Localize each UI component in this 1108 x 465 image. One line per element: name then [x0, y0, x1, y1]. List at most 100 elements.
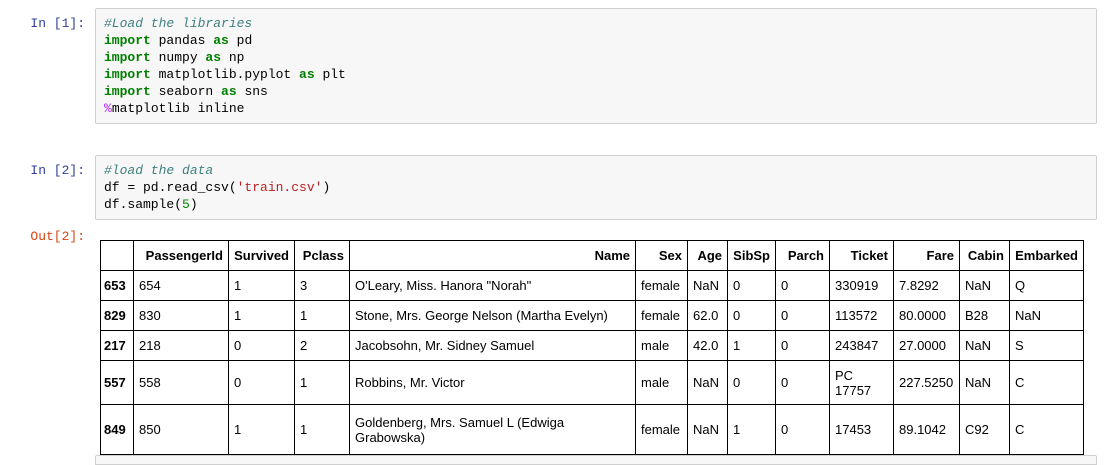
- column-header: Name: [349, 240, 636, 271]
- table-cell: 243847: [829, 330, 894, 361]
- code-token: df.sample(: [104, 197, 183, 212]
- table-cell: 654: [133, 270, 229, 301]
- code-token: import: [104, 84, 151, 99]
- table-cell: 0: [775, 404, 830, 455]
- table-cell: 0: [727, 270, 776, 301]
- table-cell: 558: [133, 360, 229, 405]
- code-token: matplotlib inline: [111, 101, 245, 116]
- table-cell: NaN: [687, 270, 728, 301]
- table-cell: O'Leary, Miss. Hanora "Norah": [349, 270, 636, 301]
- code-token: import: [104, 67, 151, 82]
- table-cell: male: [635, 360, 688, 405]
- column-header: Age: [687, 240, 728, 271]
- code-token: numpy: [150, 50, 206, 65]
- code-line: import pandas as pd: [104, 32, 1088, 49]
- table-cell: Jacobsohn, Mr. Sidney Samuel: [349, 330, 636, 361]
- code-line: df = pd.read_csv('train.csv'): [104, 179, 1088, 196]
- table-cell: 0: [228, 330, 295, 361]
- notebook: In [1]: #Load the libraries import pandas…: [0, 8, 1108, 465]
- next-cell-edge: [95, 455, 1097, 465]
- table-cell: NaN: [687, 360, 728, 405]
- column-header: Fare: [893, 240, 960, 271]
- output-prompt: Out[2]:: [30, 229, 85, 244]
- table-cell: B28: [959, 300, 1010, 331]
- row-index: 217: [100, 330, 134, 361]
- code-token: 5: [182, 197, 190, 212]
- column-header: Ticket: [829, 240, 894, 271]
- code-line: %matplotlib inline: [104, 100, 1088, 117]
- code-input-1[interactable]: #Load the libraries import pandas as pd im…: [95, 8, 1097, 124]
- table-cell: 227.5250: [893, 360, 960, 405]
- table-cell: 1: [294, 360, 350, 405]
- table-cell: 1: [228, 404, 295, 455]
- code-token: matplotlib.pyplot: [150, 67, 300, 82]
- table-cell: NaN: [959, 270, 1010, 301]
- corner-cell: [100, 240, 134, 271]
- table-cell: 0: [775, 300, 830, 331]
- code-token: pd: [228, 33, 253, 48]
- table-cell: NaN: [959, 330, 1010, 361]
- column-header: Cabin: [959, 240, 1010, 271]
- input-prompt: In [2]:: [30, 163, 85, 178]
- output-area: Out[2]: PassengerId Survived Pclass Name Sex…: [0, 228, 1108, 455]
- row-index: 653: [100, 270, 134, 301]
- column-header: Embarked: [1009, 240, 1084, 271]
- column-header: Parch: [775, 240, 830, 271]
- table-cell: 62.0: [687, 300, 728, 331]
- table-cell: 1: [294, 300, 350, 331]
- column-header: Pclass: [294, 240, 350, 271]
- table-row: 849 850 1 1 Goldenberg, Mrs. Samuel L (Edwig…: [100, 404, 1084, 455]
- table-cell: 113572: [829, 300, 894, 331]
- code-token: as: [299, 67, 315, 82]
- column-header: SibSp: [727, 240, 776, 271]
- table-cell: female: [635, 300, 688, 331]
- code-token: %: [104, 101, 112, 116]
- table-cell: 830: [133, 300, 229, 331]
- table-cell: NaN: [959, 360, 1010, 405]
- code-cell-2: In [2]: #load the data df = pd.read_csv('…: [0, 155, 1108, 220]
- code-token: ): [189, 197, 198, 212]
- code-token: seaborn: [150, 84, 222, 99]
- table-cell: 1: [727, 404, 776, 455]
- table-cell: 7.8292: [893, 270, 960, 301]
- table-row: 217 218 0 2 Jacobsohn, Mr. Sidney Samuel male…: [100, 330, 1084, 361]
- table-cell: 0: [727, 360, 776, 405]
- table-cell: Robbins, Mr. Victor: [349, 360, 636, 405]
- table-cell: C92: [959, 404, 1010, 455]
- table-row: 557 558 0 1 Robbins, Mr. Victor male NaN 0 0 PC 1…: [100, 360, 1084, 405]
- dataframe-table: PassengerId Survived Pclass Name Sex Age SibSp…: [100, 240, 1084, 455]
- code-token: ): [322, 180, 331, 195]
- code-line: #load the data: [104, 162, 1088, 179]
- code-token: df = pd.read_csv(: [104, 180, 237, 195]
- row-index: 849: [100, 404, 134, 455]
- code-line: df.sample(5): [104, 196, 1088, 213]
- table-cell: 2: [294, 330, 350, 361]
- column-header: PassengerId: [133, 240, 229, 271]
- table-cell: Q: [1009, 270, 1084, 301]
- table-cell: male: [635, 330, 688, 361]
- input-prompt: In [1]:: [30, 16, 85, 31]
- code-input-2[interactable]: #load the data df = pd.read_csv('train.cs…: [95, 155, 1097, 220]
- output-content: PassengerId Survived Pclass Name Sex Age SibSp…: [95, 228, 1108, 455]
- code-token: np: [221, 50, 245, 65]
- code-token: 'train.csv': [236, 180, 323, 195]
- table-cell: 0: [727, 300, 776, 331]
- table-cell: 1: [228, 300, 295, 331]
- table-cell: 80.0000: [893, 300, 960, 331]
- table-cell: 330919: [829, 270, 894, 301]
- table-cell: 850: [133, 404, 229, 455]
- code-line: import matplotlib.pyplot as plt: [104, 66, 1088, 83]
- table-cell: 1: [228, 270, 295, 301]
- table-cell: 0: [775, 330, 830, 361]
- table-cell: 0: [228, 360, 295, 405]
- code-token: #Load the libraries: [104, 16, 253, 31]
- table-cell: Stone, Mrs. George Nelson (Martha Evelyn…: [349, 300, 636, 331]
- table-cell: C: [1009, 360, 1084, 405]
- table-cell: 27.0000: [893, 330, 960, 361]
- code-token: #load the data: [104, 163, 214, 178]
- table-cell: 0: [775, 360, 830, 405]
- table-cell: 1: [727, 330, 776, 361]
- table-cell: 1: [294, 404, 350, 455]
- code-token: import: [104, 33, 151, 48]
- table-cell: S: [1009, 330, 1084, 361]
